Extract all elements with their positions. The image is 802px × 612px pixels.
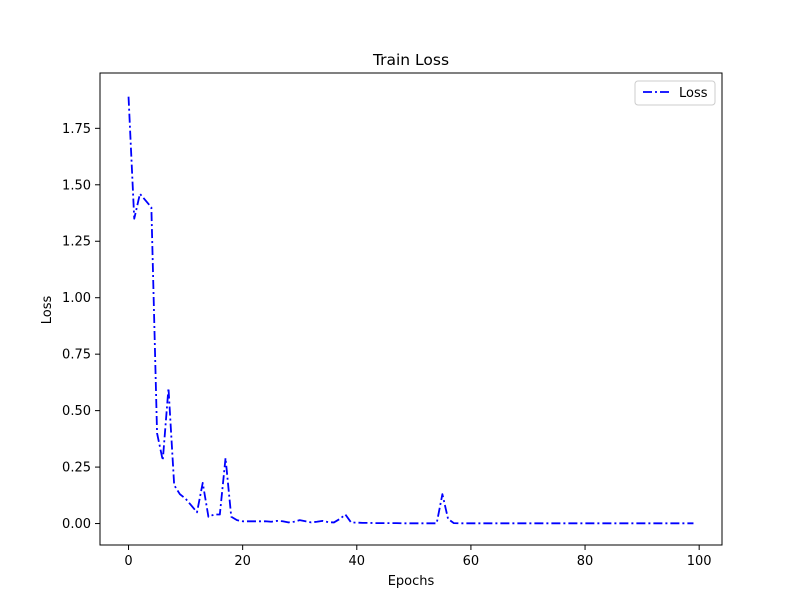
- y-tick-label: 1.00: [62, 291, 91, 306]
- y-axis-ticks: 0.00 0.25 0.50 0.75 1.00 1.25 1.50 1.75: [62, 122, 100, 532]
- x-tick-label: 80: [577, 554, 594, 569]
- x-tick-label: 40: [349, 554, 366, 569]
- x-tick-label: 60: [463, 554, 480, 569]
- x-tick-label: 0: [124, 554, 132, 569]
- x-tick-label: 20: [234, 554, 251, 569]
- x-axis-label: Epochs: [388, 574, 435, 589]
- y-axis-label: Loss: [40, 296, 55, 325]
- y-tick-label: 1.50: [62, 178, 91, 193]
- y-tick-label: 0.25: [62, 461, 91, 476]
- x-axis-ticks: 0 20 40 60 80 100: [124, 545, 712, 569]
- plot-area: [99, 72, 723, 546]
- chart-title: Train Loss: [372, 51, 449, 69]
- legend: Loss: [634, 80, 716, 106]
- y-tick-label: 0.50: [62, 404, 91, 419]
- legend-label-loss: Loss: [679, 86, 708, 101]
- plot-frame: [99, 72, 723, 546]
- legend-box: [634, 80, 716, 106]
- series-line-loss: [127, 96, 694, 525]
- y-tick-label: 1.75: [62, 122, 91, 137]
- y-tick-label: 0.00: [62, 517, 91, 532]
- y-tick-label: 1.25: [62, 235, 91, 250]
- y-tick-label: 0.75: [62, 348, 91, 363]
- x-tick-label: 100: [687, 554, 712, 569]
